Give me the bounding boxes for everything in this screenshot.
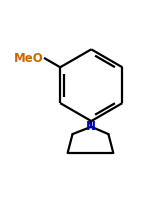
Text: MeO: MeO [13, 52, 43, 65]
Text: N: N [86, 120, 96, 133]
